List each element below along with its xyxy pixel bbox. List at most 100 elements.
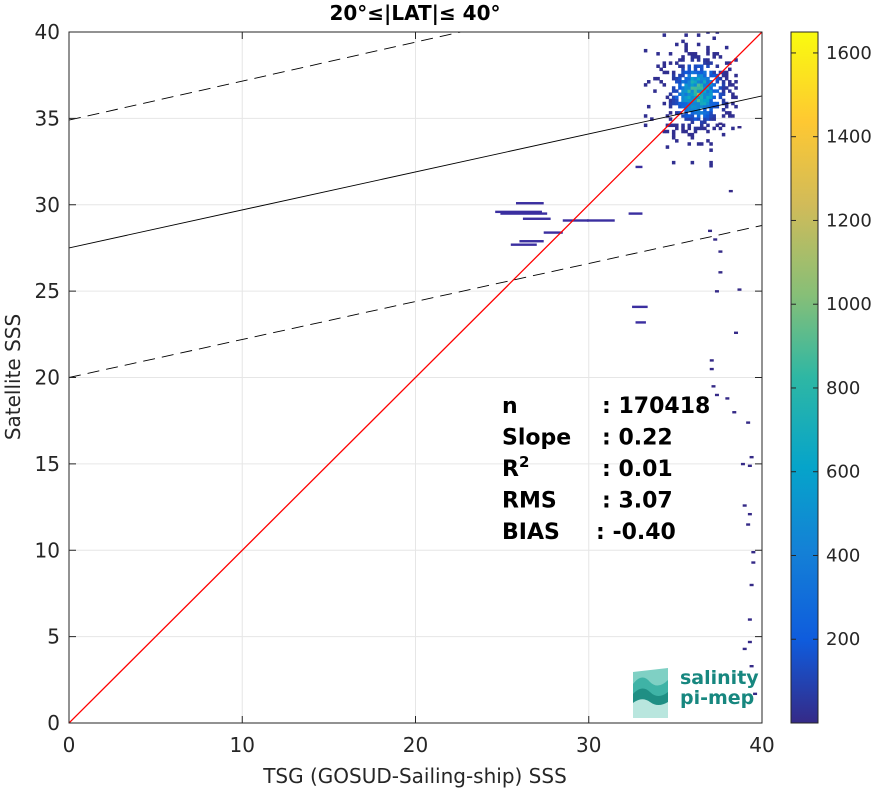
density-cell xyxy=(696,58,701,62)
y-tick-label: 10 xyxy=(35,538,60,562)
density-cell xyxy=(662,33,667,37)
density-cell xyxy=(703,83,707,87)
stat-superscript: 2 xyxy=(519,453,529,471)
density-cell xyxy=(687,123,692,128)
density-cell xyxy=(665,129,670,134)
density-cell xyxy=(684,86,688,90)
density-cell xyxy=(728,114,732,118)
density-cell xyxy=(675,123,679,128)
x-tick-label: 0 xyxy=(63,733,76,757)
density-cell xyxy=(715,76,720,81)
density-cell xyxy=(671,129,676,134)
density-cell xyxy=(656,52,660,56)
x-tick-label: 30 xyxy=(576,733,601,757)
density-cell xyxy=(699,67,704,72)
density-segment xyxy=(495,210,542,214)
density-segment xyxy=(635,165,643,169)
stat-key: Slope xyxy=(502,426,571,451)
density-cell xyxy=(699,120,704,124)
density-cell xyxy=(668,101,673,106)
density-cell xyxy=(684,92,688,96)
density-segment xyxy=(522,217,551,220)
y-tick-label: 5 xyxy=(47,625,60,649)
density-cell xyxy=(699,95,704,100)
stat-key: BIAS xyxy=(502,520,560,545)
density-segment xyxy=(500,212,548,215)
density-cell xyxy=(706,98,710,103)
density-cell xyxy=(690,114,695,118)
colorbar-tick-label: 1200 xyxy=(826,210,872,231)
density-cell xyxy=(728,80,732,84)
density-cell xyxy=(693,111,698,115)
density-cell xyxy=(690,76,695,81)
density-cell xyxy=(728,83,732,87)
stat-value: : 0.01 xyxy=(602,457,673,482)
density-cell xyxy=(693,86,698,90)
x-tick-label: 40 xyxy=(749,733,774,757)
density-cell xyxy=(675,42,679,47)
density-cell xyxy=(706,86,710,90)
density-cell xyxy=(687,98,692,103)
density-point xyxy=(728,189,733,193)
density-segment xyxy=(543,231,563,234)
density-cell xyxy=(706,117,710,121)
density-cell xyxy=(671,76,676,81)
density-cell xyxy=(706,104,710,109)
density-cell xyxy=(703,117,707,121)
density-cell xyxy=(718,95,723,100)
density-cell xyxy=(731,83,735,87)
density-cell xyxy=(703,98,707,103)
density-cell xyxy=(709,70,713,75)
density-cell xyxy=(675,98,679,103)
density-cell xyxy=(653,89,657,93)
density-cell xyxy=(718,126,723,131)
density-cell xyxy=(690,55,695,59)
density-cell xyxy=(718,92,723,96)
colorbar-tick-label: 1000 xyxy=(826,294,872,315)
density-cell xyxy=(671,86,676,90)
density-cell xyxy=(653,76,657,81)
density-cell xyxy=(703,80,707,84)
density-cell xyxy=(699,111,704,115)
density-cell xyxy=(734,58,738,62)
density-cell xyxy=(731,95,735,100)
density-point xyxy=(753,692,758,696)
density-cell xyxy=(709,117,713,121)
density-cell xyxy=(684,98,688,103)
density-cell xyxy=(678,101,682,106)
density-cell xyxy=(696,64,701,68)
density-cell xyxy=(696,95,701,100)
density-cell xyxy=(684,89,688,93)
density-cell xyxy=(718,55,723,59)
density-cell xyxy=(715,64,720,68)
density-cell xyxy=(712,70,716,75)
density-cell xyxy=(681,123,685,128)
density-point xyxy=(714,290,719,293)
density-cell xyxy=(662,129,667,134)
density-cell xyxy=(718,76,723,81)
density-cell xyxy=(671,160,676,165)
density-cell xyxy=(706,89,710,93)
colorbar-tick-label: 800 xyxy=(826,378,860,399)
density-cell xyxy=(699,98,704,103)
density-cell xyxy=(709,142,713,146)
density-cell xyxy=(696,83,701,87)
y-axis-label: Satellite SSS xyxy=(1,314,25,440)
density-cell xyxy=(693,52,698,56)
density-cell xyxy=(706,101,710,106)
density-segment xyxy=(632,305,648,309)
density-cell xyxy=(678,80,682,84)
stat-value: : 170418 xyxy=(602,394,710,419)
stat-value: : 3.07 xyxy=(602,489,673,514)
density-cell xyxy=(684,104,688,109)
density-cell xyxy=(703,58,707,62)
density-cell xyxy=(690,132,695,137)
stat-value: : -0.40 xyxy=(596,520,676,545)
density-cell xyxy=(696,111,701,115)
density-cell xyxy=(721,114,726,118)
density-cell xyxy=(699,126,704,131)
density-cell xyxy=(690,70,695,75)
density-cell xyxy=(681,70,685,75)
density-point xyxy=(732,411,737,414)
colorbar-tick-label: 600 xyxy=(826,462,860,483)
